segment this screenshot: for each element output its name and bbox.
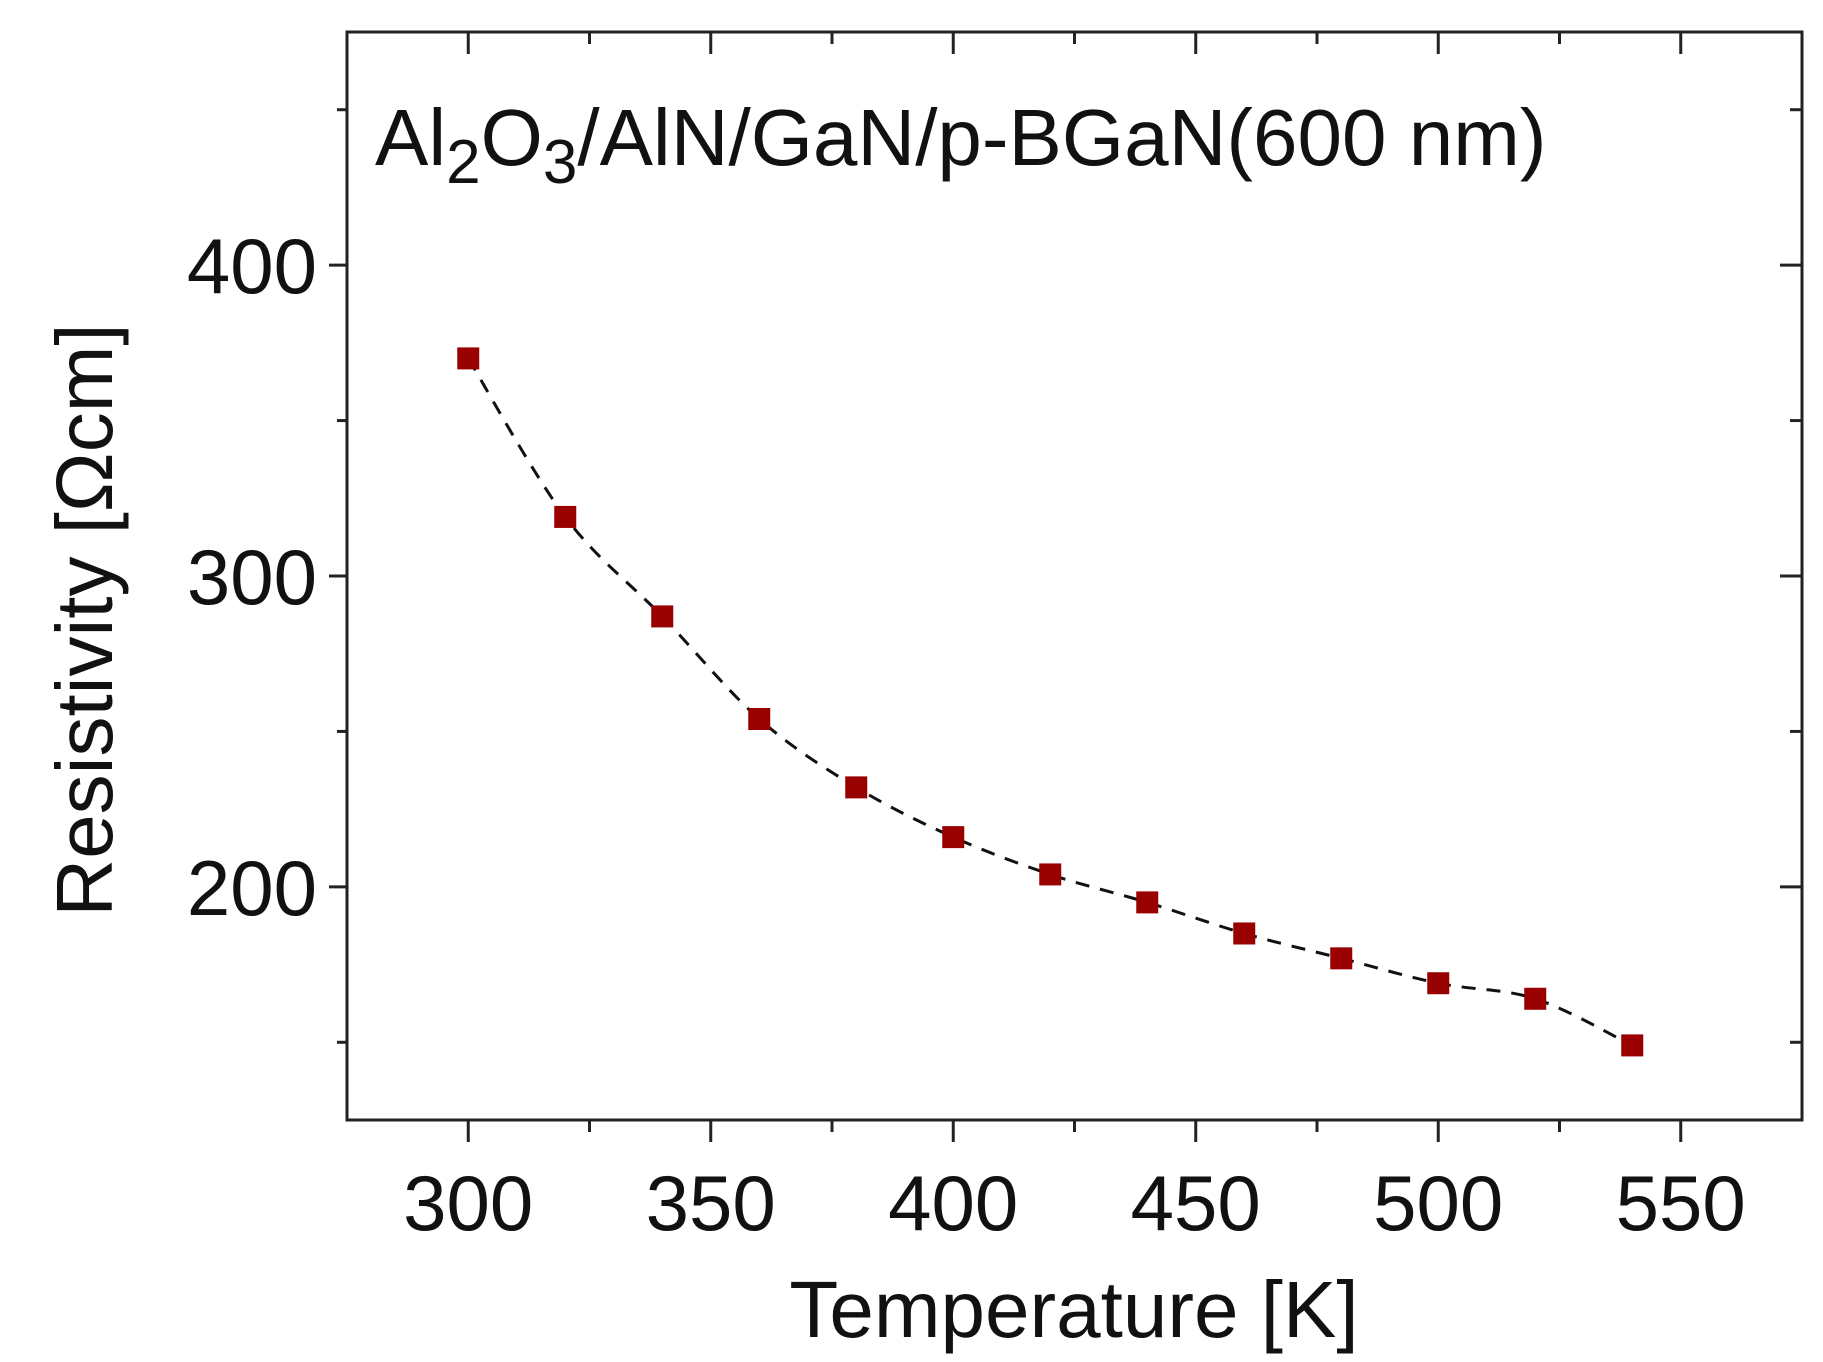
data-point <box>1039 863 1062 886</box>
ticks <box>329 32 1802 1142</box>
x-axis-label: Temperature [K] <box>789 1265 1358 1354</box>
x-tick-label: 450 <box>1131 1159 1261 1247</box>
data-point <box>1233 922 1256 945</box>
annotation: Al2O3/AlN/GaN/p-BGaN(600 nm) <box>375 93 1547 197</box>
data-point <box>651 605 674 628</box>
data-point <box>1136 891 1159 914</box>
data-point <box>1621 1034 1644 1057</box>
y-tick-label: 300 <box>187 533 317 621</box>
x-tick-label: 500 <box>1373 1159 1503 1247</box>
data-point <box>748 707 771 730</box>
data-point <box>845 776 868 799</box>
x-tick-label: 350 <box>646 1159 776 1247</box>
data-point <box>554 505 577 528</box>
data-point <box>457 347 480 370</box>
data-point <box>1330 947 1353 970</box>
y-tick-label: 200 <box>187 844 317 932</box>
data-point <box>1427 972 1450 995</box>
x-tick-label: 300 <box>403 1159 533 1247</box>
x-tick-label: 400 <box>888 1159 1018 1247</box>
data-markers <box>457 347 1644 1057</box>
fit-line <box>466 357 1633 1047</box>
data-point <box>942 826 965 849</box>
y-tick-label: 400 <box>187 222 317 310</box>
x-tick-label: 550 <box>1616 1159 1746 1247</box>
tick-labels: 300 350 400 450 500 550 200 300 400 <box>187 222 1746 1247</box>
data-point <box>1524 987 1547 1010</box>
y-axis-label: Resistivity [Ωcm] <box>40 323 129 916</box>
